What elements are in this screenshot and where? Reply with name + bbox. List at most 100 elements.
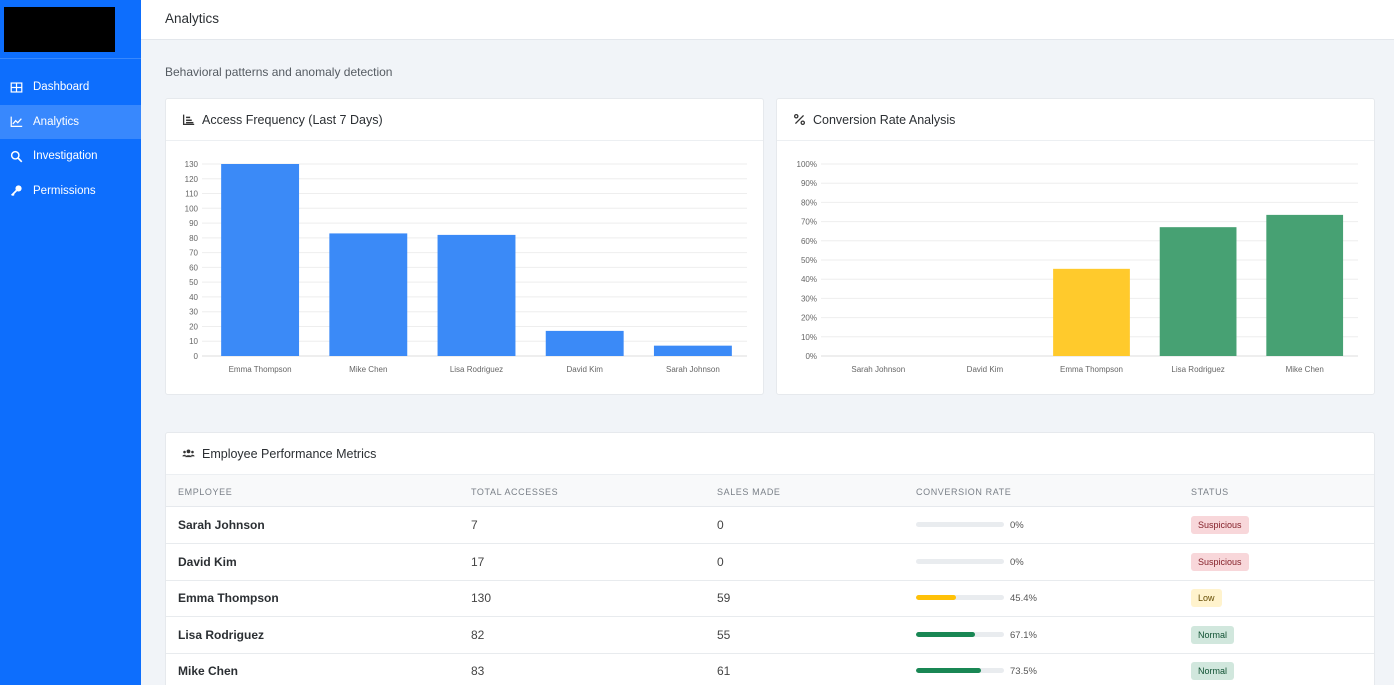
bar[interactable] (545, 330, 624, 356)
column-header-total-accesses[interactable]: TOTAL ACCESSES (471, 487, 559, 497)
conversion-progress (916, 595, 1004, 601)
sales-made: 61 (717, 664, 731, 679)
table-row[interactable]: Lisa Rodriguez 82 55 67.1% Normal (166, 617, 1374, 654)
sidebar-item-label: Permissions (33, 184, 96, 197)
x-category-label: Sarah Johnson (666, 365, 720, 374)
status-badge: Normal (1191, 662, 1235, 681)
x-category-label: Sarah Johnson (851, 365, 905, 374)
conversion-progress (916, 522, 1004, 527)
employee-name: David Kim (178, 554, 237, 569)
card-header: Access Frequency (Last 7 Days) (166, 99, 763, 141)
key-icon (10, 185, 22, 197)
y-tick-label: 50% (801, 256, 817, 265)
conversion-progress (916, 668, 1004, 674)
employee-name: Lisa Rodriguez (178, 627, 265, 642)
top-bar: Analytics (141, 0, 1394, 40)
y-tick-label: 20% (801, 314, 817, 323)
y-tick-label: 20 (189, 322, 198, 331)
table-row[interactable]: David Kim 17 0 0% Suspicious (166, 544, 1374, 581)
conversion-progress-fill (916, 668, 981, 674)
sidebar-item-label: Dashboard (33, 81, 90, 94)
x-category-label: Mike Chen (1286, 365, 1324, 374)
y-tick-label: 60 (189, 263, 198, 272)
status-badge: Low (1191, 589, 1222, 608)
y-tick-label: 30% (801, 294, 817, 303)
bar[interactable] (221, 164, 300, 356)
sidebar-item-label: Investigation (33, 150, 98, 163)
y-tick-label: 100 (185, 204, 199, 213)
y-tick-label: 0 (194, 352, 199, 361)
table-row[interactable]: Sarah Johnson 7 0 0% Suspicious (166, 507, 1374, 544)
access-frequency-chart: 0 10 20 30 40 50 60 70 80 90 100 110 120 130 Emma Thom… (185, 160, 747, 374)
conversion-progress (916, 631, 1004, 637)
table-row[interactable]: Emma Thompson 130 59 45.4% Low (166, 580, 1374, 618)
sales-made: 59 (717, 591, 731, 606)
total-accesses: 17 (471, 554, 485, 569)
users-icon (182, 449, 195, 458)
conversion-rate-chart: 0% 10% 20% 30% 40% 50% 60% 70% 80% 90% 100% Sarah J… (797, 160, 1358, 374)
conversion-progress (916, 558, 1004, 564)
sidebar-item-investigation[interactable]: Investigation (0, 139, 141, 174)
sidebar-divider (0, 58, 141, 59)
conversion-progress-fill (916, 595, 956, 601)
column-header-conversion-rate[interactable]: CONVERSION RATE (916, 487, 1012, 497)
bar-chart-icon (182, 114, 195, 126)
status-badge: Suspicious (1191, 516, 1249, 534)
employee-name: Mike Chen (178, 664, 239, 679)
y-tick-label: 90 (189, 219, 198, 228)
bar[interactable] (1053, 268, 1130, 356)
x-category-label: Emma Thompson (1060, 365, 1123, 374)
logo[interactable] (4, 7, 115, 52)
x-category-label: Mike Chen (349, 365, 387, 374)
sidebar-item-analytics[interactable]: Analytics (0, 104, 141, 139)
table-header: EMPLOYEE TOTAL ACCESSES SALES MADE CONVE… (166, 475, 1374, 507)
sales-made: 0 (717, 518, 724, 532)
y-tick-label: 10 (189, 337, 198, 346)
status-badge: Suspicious (1191, 552, 1249, 571)
sidebar-item-dashboard[interactable]: Dashboard (0, 70, 141, 105)
column-header-status[interactable]: STATUS (1191, 487, 1229, 497)
total-accesses: 83 (471, 664, 485, 679)
grid-icon (10, 82, 23, 93)
card-title: Conversion Rate Analysis (813, 112, 956, 127)
y-tick-label: 110 (185, 190, 198, 199)
employee-name: Emma Thompson (178, 591, 279, 606)
bar[interactable] (1266, 214, 1344, 356)
y-tick-label: 100% (797, 160, 817, 169)
conversion-progress-fill (916, 631, 976, 637)
conversion-rate-value: 45.4% (1010, 593, 1037, 605)
status-badge: Normal (1191, 625, 1235, 644)
total-accesses: 82 (471, 627, 485, 642)
bar[interactable] (653, 345, 732, 356)
y-tick-label: 90% (801, 179, 817, 188)
y-tick-label: 30 (189, 308, 198, 317)
x-category-label: David Kim (566, 365, 603, 374)
employee-name: Sarah Johnson (178, 518, 265, 532)
sidebar-item-label: Analytics (33, 115, 80, 128)
column-header-sales-made[interactable]: SALES MADE (717, 487, 781, 497)
bar[interactable] (1159, 227, 1237, 356)
access-frequency-card: Access Frequency (Last 7 Days) 0 10 20 30 40… (165, 98, 764, 395)
card-title: Access Frequency (Last 7 Days) (202, 112, 383, 127)
y-tick-label: 80 (189, 234, 198, 243)
column-header-employee[interactable]: EMPLOYEE (178, 487, 233, 497)
x-category-label: Lisa Rodriguez (1171, 365, 1224, 374)
page-title: Analytics (165, 11, 220, 26)
y-tick-label: 60% (801, 237, 817, 246)
bar[interactable] (437, 234, 516, 356)
sidebar-item-permissions[interactable]: Permissions (0, 174, 141, 209)
search-icon (10, 150, 23, 163)
percent-icon (793, 113, 806, 126)
chart-line-icon (10, 116, 23, 128)
y-tick-label: 130 (185, 160, 199, 169)
y-tick-label: 40 (189, 293, 198, 302)
y-tick-label: 120 (185, 175, 199, 184)
table-row[interactable]: Mike Chen 83 61 73.5% Normal (166, 653, 1374, 685)
bar[interactable] (329, 233, 408, 356)
conversion-rate-value: 0% (1010, 520, 1024, 531)
employee-metrics-card: Employee Performance Metrics EMPLOYEE TO… (165, 432, 1375, 685)
card-header: Employee Performance Metrics (166, 433, 1374, 475)
x-category-label: David Kim (967, 365, 1004, 374)
card-title: Employee Performance Metrics (202, 446, 377, 461)
conversion-rate-value: 67.1% (1010, 629, 1037, 641)
